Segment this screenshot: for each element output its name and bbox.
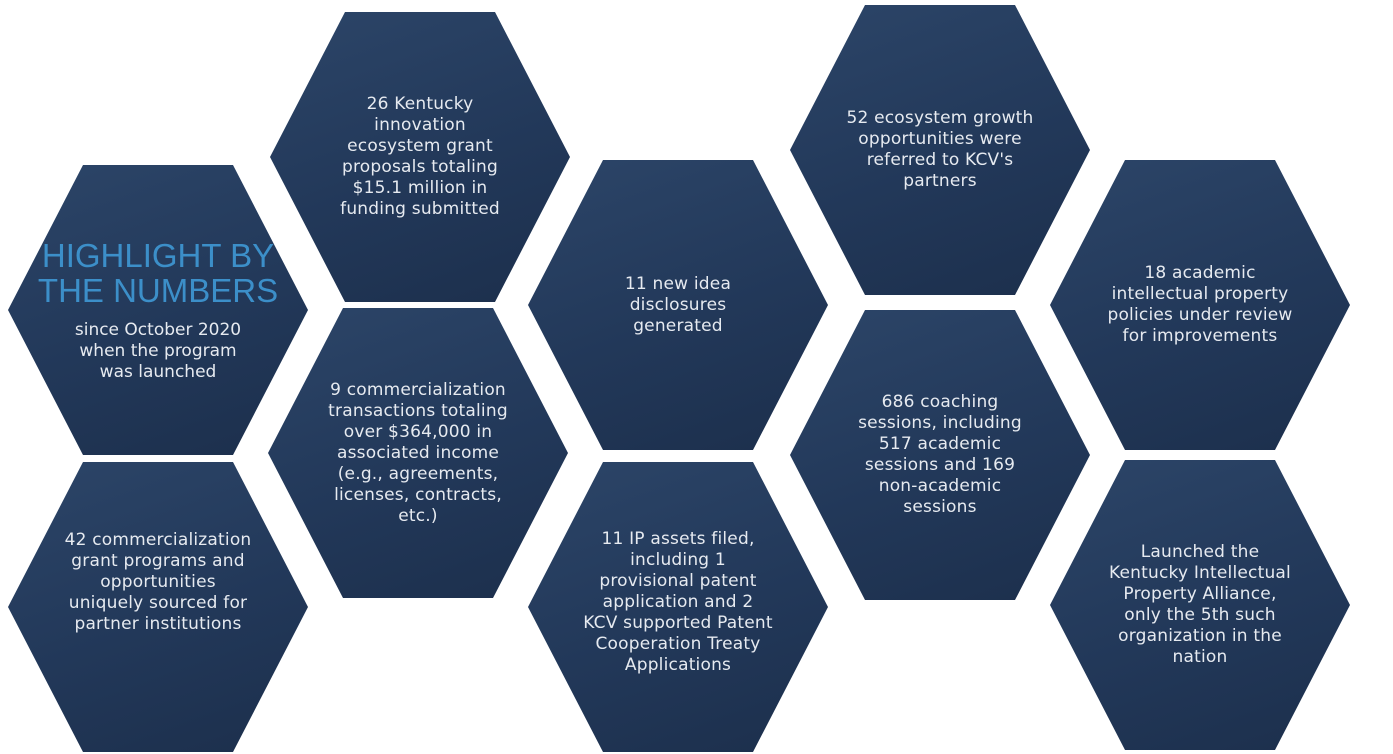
page-title: HIGHLIGHT BY THE NUMBERS (37, 236, 279, 309)
stat-ip-alliance: Launched the Kentucky Intellectual Prope… (1109, 542, 1291, 667)
hexagon-grant-proposals: 26 Kentucky innovation ecosystem grant p… (270, 12, 570, 302)
stat-ecosystem-growth: 52 ecosystem growth opportunities were r… (846, 108, 1034, 191)
hexagon-ip-policies: 18 academic intellectual property polici… (1050, 160, 1350, 450)
hexagon-title: HIGHLIGHT BY THE NUMBERS since October 2… (8, 165, 308, 455)
stat-idea-disclosures: 11 new idea disclosures generated (624, 273, 732, 336)
stat-ip-assets: 11 IP assets filed, including 1 provisio… (583, 528, 773, 675)
stat-grant-proposals: 26 Kentucky innovation ecosystem grant p… (340, 94, 500, 219)
hexagon-coaching-sessions: 686 coaching sessions, including 517 aca… (790, 310, 1090, 600)
stat-grant-programs: 42 commercialization grant programs and … (64, 529, 252, 634)
stat-commercialization-transactions: 9 commercialization transactions totalin… (328, 379, 508, 526)
page-subtitle: since October 2020 when the program was … (74, 319, 242, 382)
hexagon-grant-programs: 42 commercialization grant programs and … (8, 462, 308, 752)
stat-coaching-sessions: 686 coaching sessions, including 517 aca… (858, 392, 1022, 517)
stat-ip-policies: 18 academic intellectual property polici… (1107, 263, 1293, 346)
hexagon-idea-disclosures: 11 new idea disclosures generated (528, 160, 828, 450)
hexagon-ip-alliance: Launched the Kentucky Intellectual Prope… (1050, 460, 1350, 750)
hexagon-ecosystem-growth: 52 ecosystem growth opportunities were r… (790, 5, 1090, 295)
hexagon-ip-assets: 11 IP assets filed, including 1 provisio… (528, 462, 828, 752)
hexagon-commercialization-transactions: 9 commercialization transactions totalin… (268, 308, 568, 598)
